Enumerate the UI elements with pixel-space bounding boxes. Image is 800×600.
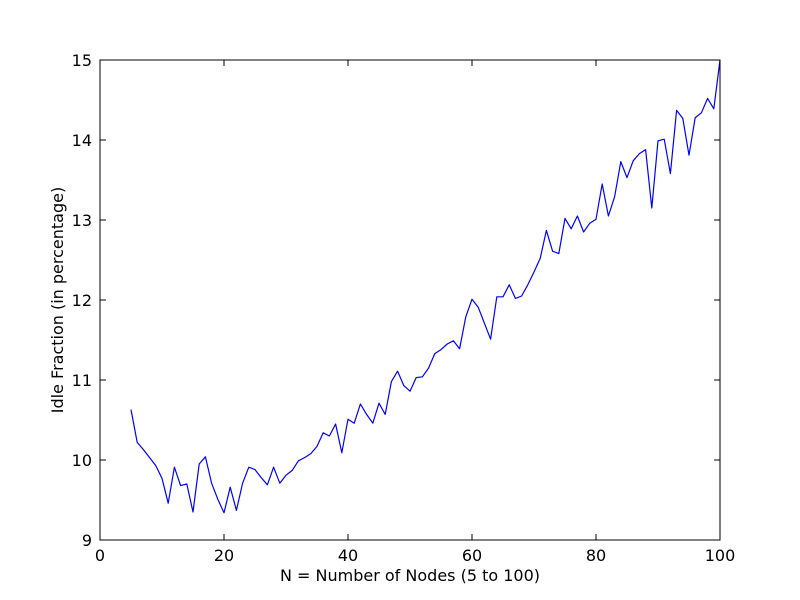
series-line xyxy=(130,59,721,514)
x-tick-label: 0 xyxy=(95,546,105,565)
y-tick-label: 9 xyxy=(82,531,92,550)
y-tick-label: 13 xyxy=(72,211,92,230)
y-tick-label: 10 xyxy=(72,451,92,470)
x-tick-label: 100 xyxy=(705,546,736,565)
ticks-layer: 0 20 40 60 80 100 9 10 11 12 13 14 15 xyxy=(72,51,736,565)
x-tick-label: 60 xyxy=(462,546,482,565)
x-tick-label: 40 xyxy=(338,546,358,565)
x-tick-label: 20 xyxy=(214,546,234,565)
x-axis-label: N = Number of Nodes (5 to 100) xyxy=(280,566,540,585)
y-tick-label: 12 xyxy=(72,291,92,310)
y-tick-label: 15 xyxy=(72,51,92,70)
y-tick-label: 11 xyxy=(72,371,92,390)
y-axis-label: Idle Fraction (in percentage) xyxy=(48,187,67,413)
plot-frame xyxy=(99,59,721,541)
y-tick-label: 14 xyxy=(72,131,92,150)
x-tick-label: 80 xyxy=(586,546,606,565)
